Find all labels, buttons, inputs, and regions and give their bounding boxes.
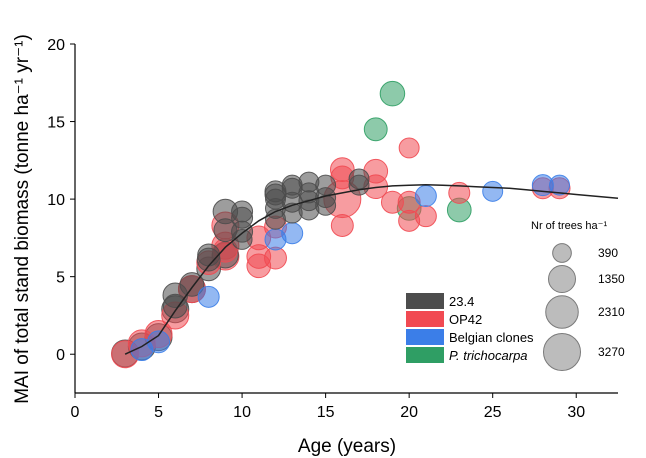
x-tick-label: 20	[400, 404, 418, 421]
legend-label-23-4: 23.4	[449, 294, 474, 309]
x-tick-label: 25	[484, 404, 502, 421]
size-legend-title: Nr of trees ha⁻¹	[531, 220, 607, 232]
size-legend-label: 390	[598, 246, 618, 260]
data-point-p-trichocarpa	[379, 80, 406, 107]
data-point-belgian-clones	[281, 222, 304, 245]
legend-label-belgian-clones: Belgian clones	[449, 330, 534, 345]
data-point-op42	[330, 213, 354, 237]
x-tick-label: 10	[233, 404, 251, 421]
axes	[74, 44, 618, 394]
data-point-op42	[448, 181, 471, 204]
legend-swatch-belgian-clones	[406, 329, 444, 345]
y-tick-label: 10	[47, 192, 65, 209]
legend-swatch-23-4	[406, 293, 444, 309]
x-ticks: 0 5 10 15 20 25 30	[71, 393, 585, 421]
size-legend-circle	[545, 295, 579, 329]
data-point-23-4	[197, 243, 221, 267]
x-tick-label: 5	[154, 404, 163, 421]
size-legend-label: 1350	[598, 272, 625, 286]
x-tick-label: 0	[71, 404, 80, 421]
data-point-23-4	[348, 174, 370, 196]
y-tick-label: 5	[56, 270, 65, 287]
data-point-belgian-clones	[549, 174, 571, 196]
data-point-belgian-clones	[482, 180, 504, 202]
legend-label-op42: OP42	[449, 312, 482, 327]
data-point-belgian-clones	[414, 185, 437, 208]
data-point-p-trichocarpa	[363, 117, 388, 142]
data-point-23-4	[231, 228, 253, 250]
size-legend-label: 3270	[598, 345, 625, 359]
data-point-23-4	[179, 272, 205, 297]
data-point-23-4	[162, 293, 188, 319]
size-legend-circle	[542, 332, 582, 372]
x-tick-label: 15	[317, 404, 335, 421]
y-axis-title: MAI of total stand biomass (tonne ha⁻¹ y…	[12, 34, 33, 404]
y-ticks: 0 5 10 15 20	[47, 37, 75, 364]
size-legend-circle	[552, 243, 572, 263]
size-legend: Nr of trees ha⁻¹ 390 1350 2310 3270	[531, 220, 625, 372]
legend-swatch-op42	[406, 311, 444, 327]
data-points	[111, 80, 571, 369]
size-legend-circle	[547, 264, 577, 294]
fit-curve	[124, 184, 619, 355]
x-tick-label: 30	[567, 404, 585, 421]
legend-swatch-p-trichocarpa	[406, 347, 444, 363]
legend-label-p-trichocarpa: P. trichocarpa	[449, 348, 528, 363]
size-legend-label: 2310	[598, 305, 625, 319]
y-tick-label: 15	[47, 115, 65, 132]
legend: 23.4 OP42 Belgian clones P. trichocarpa	[406, 293, 534, 363]
y-tick-label: 0	[56, 347, 65, 364]
data-point-belgian-clones	[197, 285, 220, 308]
y-tick-label: 20	[47, 37, 65, 54]
data-point-belgian-clones	[147, 330, 171, 354]
data-point-op42	[414, 205, 437, 228]
data-point-op42	[398, 137, 420, 159]
x-axis-title: Age (years)	[298, 436, 396, 457]
